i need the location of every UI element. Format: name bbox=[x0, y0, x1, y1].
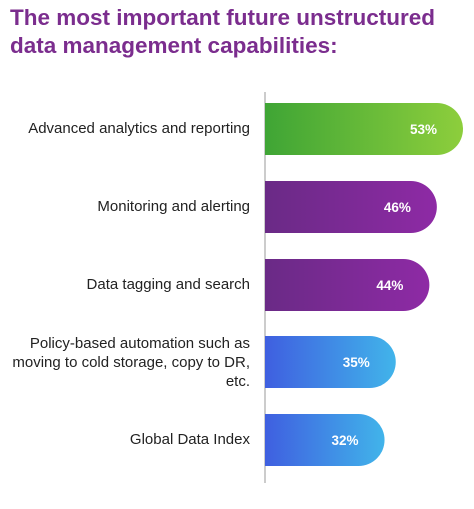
category-label-policy-automation: Policy-based automation such as moving t… bbox=[12, 335, 250, 390]
category-label-global-index: Global Data Index bbox=[129, 431, 250, 448]
category-label-data-tagging: Data tagging and search bbox=[86, 276, 250, 293]
value-label-global-index: 32% bbox=[332, 433, 359, 448]
category-label-monitoring: Monitoring and alerting bbox=[97, 198, 250, 215]
bars-group: 53% 46% 44% 35% 32% bbox=[265, 103, 463, 466]
value-label-monitoring: 46% bbox=[384, 200, 411, 215]
bar-policy-automation bbox=[265, 336, 396, 388]
chart-title: The most important future unstructured d… bbox=[10, 5, 436, 58]
value-label-policy-automation: 35% bbox=[343, 355, 370, 370]
bar-monitoring bbox=[265, 181, 437, 234]
category-label-advanced-analytics: Advanced analytics and reporting bbox=[28, 120, 250, 137]
bar-advanced-analytics bbox=[265, 103, 463, 155]
bar-global-index bbox=[265, 414, 385, 466]
value-label-data-tagging: 44% bbox=[376, 278, 403, 293]
value-label-advanced-analytics: 53% bbox=[410, 122, 437, 137]
bar-data-tagging bbox=[265, 259, 430, 311]
